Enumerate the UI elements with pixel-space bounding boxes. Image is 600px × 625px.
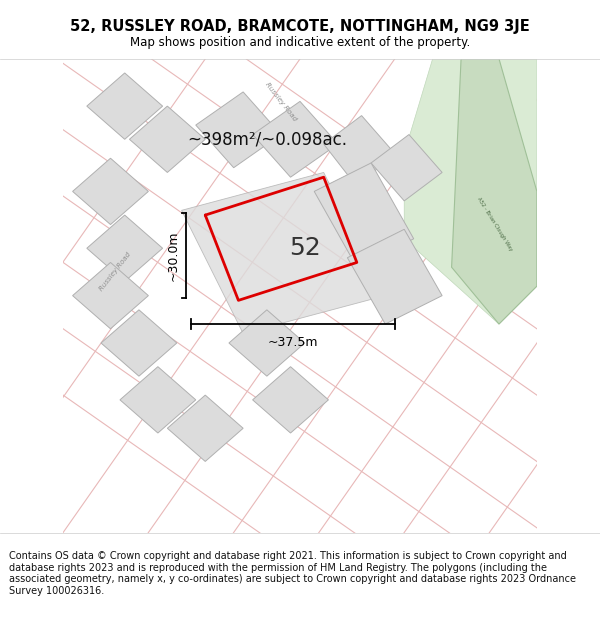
Polygon shape (229, 310, 305, 376)
Polygon shape (120, 367, 196, 433)
Polygon shape (452, 59, 537, 324)
Text: Contains OS data © Crown copyright and database right 2021. This information is : Contains OS data © Crown copyright and d… (9, 551, 576, 596)
Polygon shape (182, 173, 385, 334)
Polygon shape (253, 367, 328, 433)
Text: ~37.5m: ~37.5m (268, 336, 318, 349)
Polygon shape (73, 158, 148, 224)
Polygon shape (87, 73, 163, 139)
Text: ~30.0m: ~30.0m (166, 230, 179, 281)
Text: Russley Road: Russley Road (264, 81, 298, 122)
Polygon shape (130, 106, 205, 172)
Polygon shape (196, 92, 281, 168)
Text: Map shows position and indicative extent of the property.: Map shows position and indicative extent… (130, 36, 470, 49)
Polygon shape (323, 116, 395, 187)
Text: 52, RUSSLEY ROAD, BRAMCOTE, NOTTINGHAM, NG9 3JE: 52, RUSSLEY ROAD, BRAMCOTE, NOTTINGHAM, … (70, 19, 530, 34)
Polygon shape (73, 262, 148, 329)
Polygon shape (347, 229, 442, 324)
Polygon shape (371, 134, 442, 201)
Polygon shape (404, 59, 537, 324)
Text: Russley Road: Russley Road (98, 251, 132, 292)
Text: A52 - Brian Clough Way: A52 - Brian Clough Way (476, 197, 513, 252)
Polygon shape (87, 215, 163, 281)
Polygon shape (253, 101, 338, 178)
Polygon shape (101, 310, 177, 376)
Text: ~398m²/~0.098ac.: ~398m²/~0.098ac. (187, 130, 347, 148)
Polygon shape (167, 395, 243, 461)
Text: 52: 52 (289, 236, 320, 260)
Polygon shape (314, 163, 414, 268)
